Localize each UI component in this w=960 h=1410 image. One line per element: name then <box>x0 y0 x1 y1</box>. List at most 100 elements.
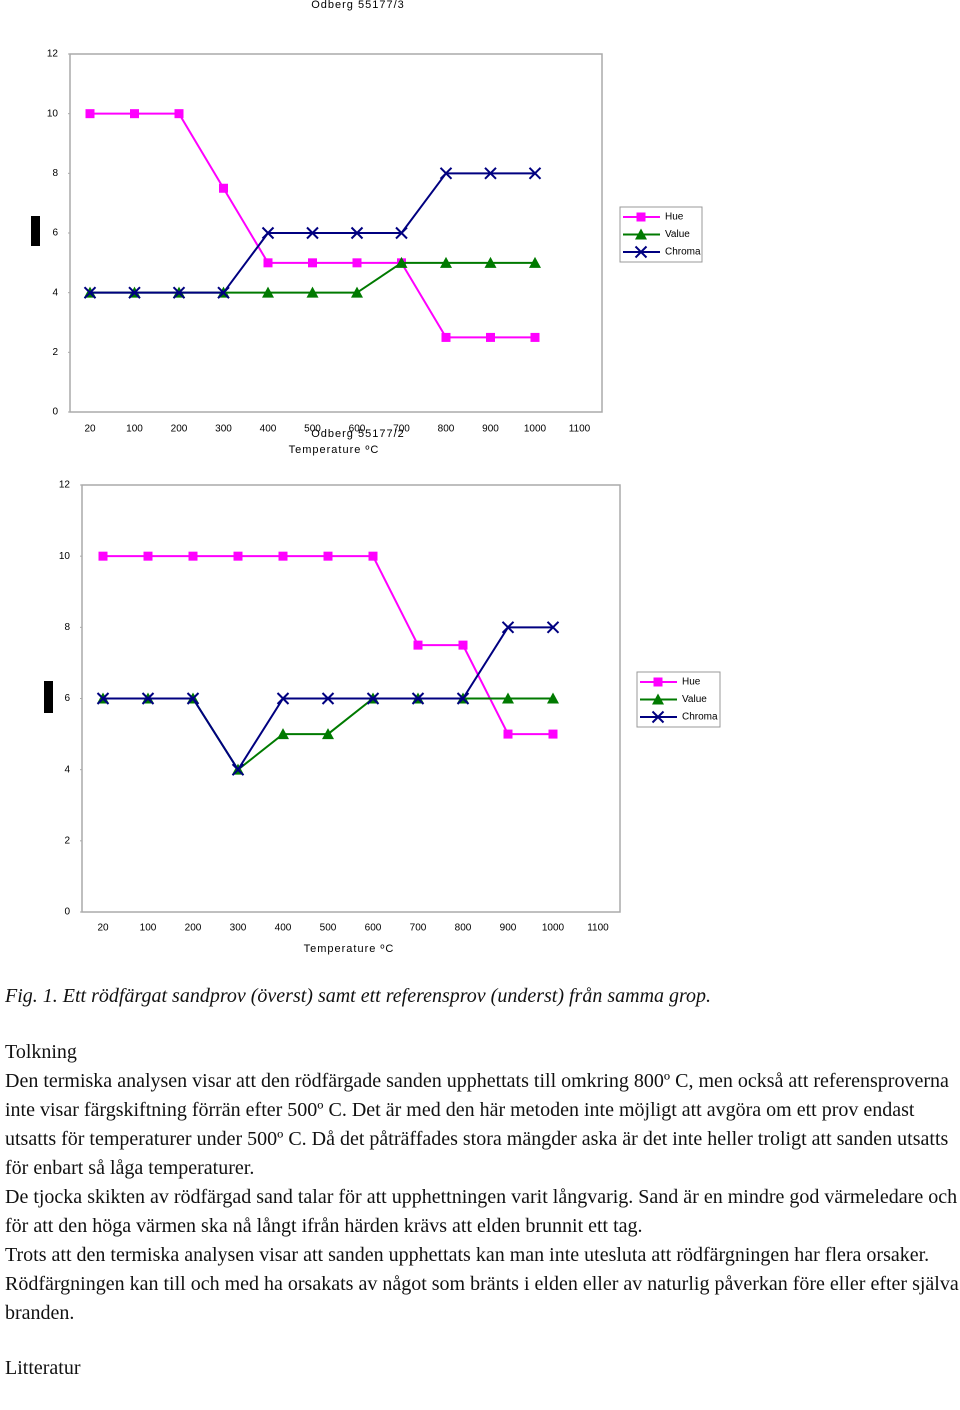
marker-square <box>441 332 451 342</box>
y-tick-label: 6 <box>64 693 70 704</box>
legend-label: Value <box>682 694 707 705</box>
y-tick-label: 6 <box>52 228 58 239</box>
marker-x <box>456 692 470 705</box>
x-tick-label: 1100 <box>587 923 609 934</box>
marker-x <box>528 167 542 180</box>
x-tick-label: 700 <box>393 424 410 435</box>
x-tick-label: 300 <box>215 424 232 435</box>
x-tick-label: 500 <box>320 923 337 934</box>
x-axis-title: Temperature ºC <box>304 943 395 955</box>
y-tick-label: 8 <box>52 168 58 179</box>
marker-x <box>366 692 380 705</box>
marker-x <box>141 692 155 705</box>
y-tick-label: 10 <box>47 108 59 119</box>
y-tick-label: 4 <box>64 764 70 775</box>
marker-triangle <box>306 286 319 298</box>
y-tick-label: 12 <box>47 49 59 60</box>
x-tick-label: 800 <box>438 424 455 435</box>
y-tick-label: 2 <box>64 835 70 846</box>
marker-square <box>130 109 139 119</box>
legend-marker <box>635 228 647 240</box>
marker-x <box>484 167 497 180</box>
marker-triangle <box>395 256 408 268</box>
x-tick-label: 300 <box>230 923 247 934</box>
chart-title: Odberg 55177/3 <box>311 0 405 11</box>
marker-triangle <box>277 728 289 740</box>
y-tick-label: 0 <box>64 907 70 918</box>
marker-x <box>306 226 319 240</box>
x-tick-label: 700 <box>410 923 427 934</box>
section-heading: Litteratur <box>5 1357 81 1379</box>
marker-square <box>548 729 558 739</box>
marker-square <box>143 551 153 561</box>
marker-x <box>128 286 141 299</box>
figure-caption: Fig. 1. Ett rödfärgat sandprov (överst) … <box>5 985 712 1007</box>
marker-triangle <box>262 286 274 298</box>
marker-block <box>31 216 40 246</box>
marker-triangle <box>351 286 363 298</box>
x-tick-label: 1000 <box>542 923 565 934</box>
x-tick-label: 900 <box>482 424 499 435</box>
x-tick-label: 200 <box>185 923 202 934</box>
marker-x <box>411 692 425 705</box>
marker-square <box>85 109 95 119</box>
legend-marker <box>651 710 665 724</box>
marker-square <box>219 183 228 193</box>
marker-x <box>439 167 453 180</box>
marker-x <box>501 621 515 634</box>
marker-square <box>233 551 243 561</box>
x-tick-label: 400 <box>260 424 277 435</box>
legend-label: Chroma <box>665 247 701 258</box>
document-text: Fig. 1. Ett rödfärgat sandprov (överst) … <box>5 982 960 1383</box>
marker-square <box>503 729 513 739</box>
marker-x <box>395 226 408 240</box>
legend-marker <box>636 212 646 222</box>
x-tick-label: 100 <box>140 923 157 934</box>
marker-triangle <box>440 256 452 268</box>
marker-x <box>172 286 186 299</box>
y-tick-label: 4 <box>52 287 58 298</box>
marker-square <box>458 640 468 650</box>
x-tick-label: 800 <box>455 923 472 934</box>
chart-title: Odberg 55177/2 <box>311 428 405 440</box>
marker-square <box>323 551 333 561</box>
marker-square <box>352 258 362 268</box>
marker-x <box>217 286 230 299</box>
marker-square <box>278 551 288 561</box>
legend-label: Value <box>665 229 690 240</box>
x-tick-label: 20 <box>84 424 96 435</box>
marker-block <box>44 681 53 713</box>
legend-marker <box>653 677 663 687</box>
marker-square <box>174 109 184 119</box>
marker-square <box>98 551 108 561</box>
marker-square <box>413 640 423 650</box>
marker-x <box>276 692 290 705</box>
y-tick-label: 2 <box>52 347 58 358</box>
marker-square <box>188 551 198 561</box>
marker-square <box>308 258 317 268</box>
x-tick-label: 600 <box>365 923 382 934</box>
y-tick-label: 12 <box>59 480 71 491</box>
legend-label: Hue <box>665 212 684 223</box>
marker-x <box>186 692 200 705</box>
section-heading: Tolkning <box>5 1041 77 1063</box>
paragraph: De tjocka skikten av rödfärgad sand tala… <box>5 1186 958 1237</box>
marker-x <box>83 286 97 299</box>
marker-x <box>231 763 245 776</box>
legend-label: Chroma <box>682 712 718 723</box>
marker-triangle <box>484 256 497 268</box>
series-line <box>103 555 553 736</box>
y-tick-label: 0 <box>52 407 58 418</box>
marker-square <box>368 551 378 561</box>
y-tick-label: 8 <box>64 622 70 633</box>
x-tick-label: 900 <box>500 923 517 934</box>
marker-x <box>546 621 560 634</box>
marker-triangle <box>529 256 541 268</box>
marker-triangle <box>547 692 559 704</box>
x-tick-label: 20 <box>97 923 109 934</box>
paragraph: Trots att den termiska analysen visar at… <box>5 1244 959 1324</box>
legend-marker <box>634 245 648 259</box>
y-tick-label: 10 <box>59 551 71 562</box>
